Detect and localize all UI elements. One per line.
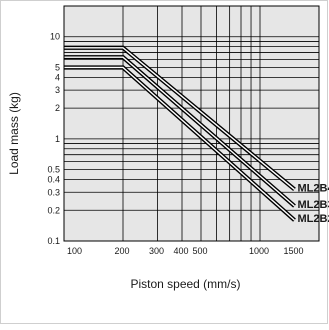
y-tick-label: 5 [55, 62, 60, 72]
load-mass-chart: 100 200 300 400 500 1000 1500 0.1 0.2 0.3 0.40.5 1… [7, 5, 329, 291]
y-tick-label: 0.5 [47, 165, 60, 175]
x-tick-label: 100 [67, 246, 82, 256]
plot-border [63, 5, 320, 242]
series-line-highlight-ml2b40 [64, 47, 295, 190]
vertical-grid [122, 6, 261, 241]
y-tick-label: 4 [55, 72, 60, 82]
y-tick-label: 0.3 [47, 187, 60, 197]
y-tick-label: 10 [50, 32, 60, 42]
y-tick-label: 3 [55, 85, 60, 95]
series-label-ml2b40: ML2B40 [298, 182, 329, 194]
x-axis-label: Piston speed (mm/s) [130, 277, 240, 291]
x-tick-label: 1000 [249, 246, 269, 256]
x-tick-label: 400 [173, 246, 188, 256]
y-tick-label: 1 [55, 134, 60, 144]
series-label-ml2b25: ML2B25 [298, 213, 329, 225]
series-label-ml2b32: ML2B32 [298, 199, 329, 211]
x-tick-label: 300 [149, 246, 164, 256]
y-tick-label: 0.2 [47, 205, 60, 215]
y-axis-label: Load mass (kg) [7, 92, 21, 175]
y-tick-label: 2 [55, 103, 60, 113]
y-tick-label: 0.1 [47, 236, 60, 246]
x-tick-label: 1500 [283, 246, 303, 256]
y-tick-label: 0.4 [47, 175, 60, 185]
y-tick-labels: 0.1 0.2 0.3 0.40.5 1 2 3 45 10 [47, 32, 60, 246]
x-tick-label: 500 [192, 246, 207, 256]
series-lines [64, 45, 296, 222]
x-tick-labels: 100 200 300 400 500 1000 1500 [67, 246, 304, 256]
series-line-highlight-ml2b32 [64, 56, 295, 207]
series-labels: ML2B40 ML2B32 ML2B25 [298, 182, 329, 225]
series-line-highlight-ml2b25 [64, 66, 295, 221]
x-tick-label: 200 [114, 246, 129, 256]
